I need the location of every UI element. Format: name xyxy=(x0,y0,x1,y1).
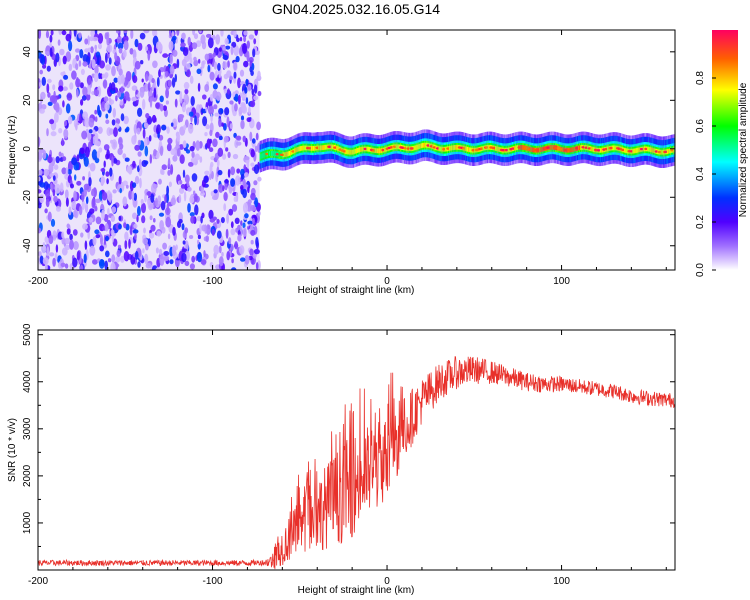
x-tick-label: 100 xyxy=(553,576,570,587)
snr-x-axis: -200 -100 0 100 xyxy=(28,330,667,587)
y-tick-label: 1000 xyxy=(22,511,33,534)
x-tick-label: -100 xyxy=(203,576,223,587)
y-tick-label: -20 xyxy=(22,190,33,205)
colorbar-ticks: 0.0 0.2 0.4 0.6 0.8 xyxy=(695,71,716,277)
y-tick-label: 40 xyxy=(22,46,33,58)
y-tick-label: 5000 xyxy=(22,323,33,346)
signal-band xyxy=(259,129,675,173)
x-tick-label: -200 xyxy=(28,576,48,587)
spectrogram-plot-area xyxy=(38,30,675,270)
y-tick-label: 0 xyxy=(22,146,33,152)
snr-frame xyxy=(37,329,676,571)
snr-panel: -200 -100 0 100 1000 2000 3000 4000 5000 Height… xyxy=(7,323,676,596)
spectrogram-x-label: Height of straight line (km) xyxy=(298,285,415,296)
y-tick-label: 4000 xyxy=(22,370,33,393)
colorbar-label: Normalized spectral amplitude xyxy=(738,82,749,217)
y-tick-label: 20 xyxy=(22,94,33,106)
spectrogram-x-axis: -200 -100 0 100 xyxy=(28,30,667,287)
spectrogram-y-label: Frequency (Hz) xyxy=(7,116,18,185)
y-tick-label: -40 xyxy=(22,238,33,253)
x-tick-label: -100 xyxy=(203,276,223,287)
colorbar-bar xyxy=(712,30,738,270)
chart-title: GN04.2025.032.16.05.G14 xyxy=(272,1,440,17)
y-tick-label: 2000 xyxy=(22,464,33,487)
snr-plot-area xyxy=(38,356,675,570)
snr-y-label: SNR (10 * v/v) xyxy=(7,418,18,482)
noise-blobs xyxy=(38,30,262,270)
x-tick-label: 0 xyxy=(384,576,390,587)
colorbar-tick-label: 0.2 xyxy=(695,215,706,229)
colorbar-tick-label: 0.6 xyxy=(695,119,706,133)
x-tick-label: -200 xyxy=(28,276,48,287)
x-tick-label: 100 xyxy=(553,276,570,287)
colorbar: 0.0 0.2 0.4 0.6 0.8 Normalized spectral ampl… xyxy=(695,30,749,277)
colorbar-tick-label: 0.4 xyxy=(695,167,706,181)
x-tick-label: 0 xyxy=(384,276,390,287)
snr-x-label: Height of straight line (km) xyxy=(298,585,415,596)
spectrogram-y-axis: -40 -20 0 20 40 xyxy=(22,46,675,253)
colorbar-tick-label: 0.8 xyxy=(695,71,706,85)
snr-y-axis: 1000 2000 3000 4000 5000 xyxy=(22,323,675,547)
y-tick-label: 3000 xyxy=(22,417,33,440)
spectrogram-frame xyxy=(37,29,676,271)
colorbar-tick-label: 0.0 xyxy=(695,263,706,277)
snr-series-line xyxy=(38,356,675,570)
